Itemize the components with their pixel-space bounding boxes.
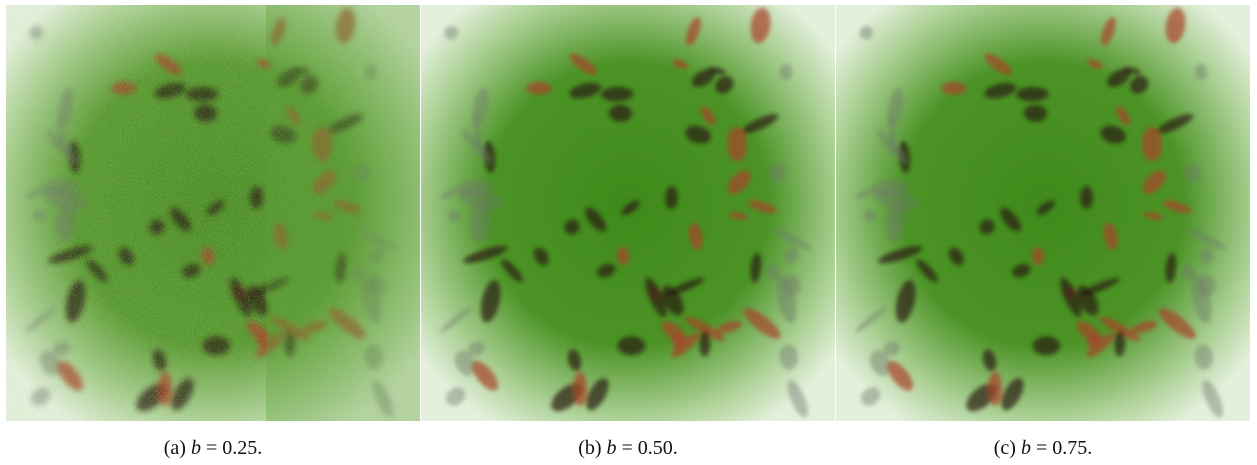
caption-label: (b) bbox=[578, 437, 601, 459]
caption-value: = 0.75. bbox=[1036, 437, 1092, 459]
vortex bbox=[617, 336, 645, 355]
render bbox=[6, 5, 420, 421]
caption: (a) b = 0.25. bbox=[6, 437, 420, 460]
render-image bbox=[421, 5, 835, 421]
render bbox=[421, 5, 835, 421]
caption-label: (c) bbox=[994, 437, 1016, 459]
caption: (b) b = 0.50. bbox=[421, 437, 835, 460]
figure: {"panels": [ {"label": "(a)", "var": "b"… bbox=[0, 0, 1257, 465]
caption-var: b bbox=[191, 437, 201, 459]
render bbox=[836, 5, 1250, 421]
render-image bbox=[6, 5, 420, 421]
caption-value: = 0.25. bbox=[206, 437, 262, 459]
caption-label: (a) bbox=[164, 437, 186, 459]
caption: (c) b = 0.75. bbox=[836, 437, 1250, 460]
caption-value: = 0.50. bbox=[622, 437, 678, 459]
caption-var: b bbox=[607, 437, 617, 459]
render-image bbox=[836, 5, 1250, 421]
vortex bbox=[1032, 336, 1060, 355]
caption-var: b bbox=[1021, 437, 1031, 459]
fade bbox=[266, 5, 420, 421]
